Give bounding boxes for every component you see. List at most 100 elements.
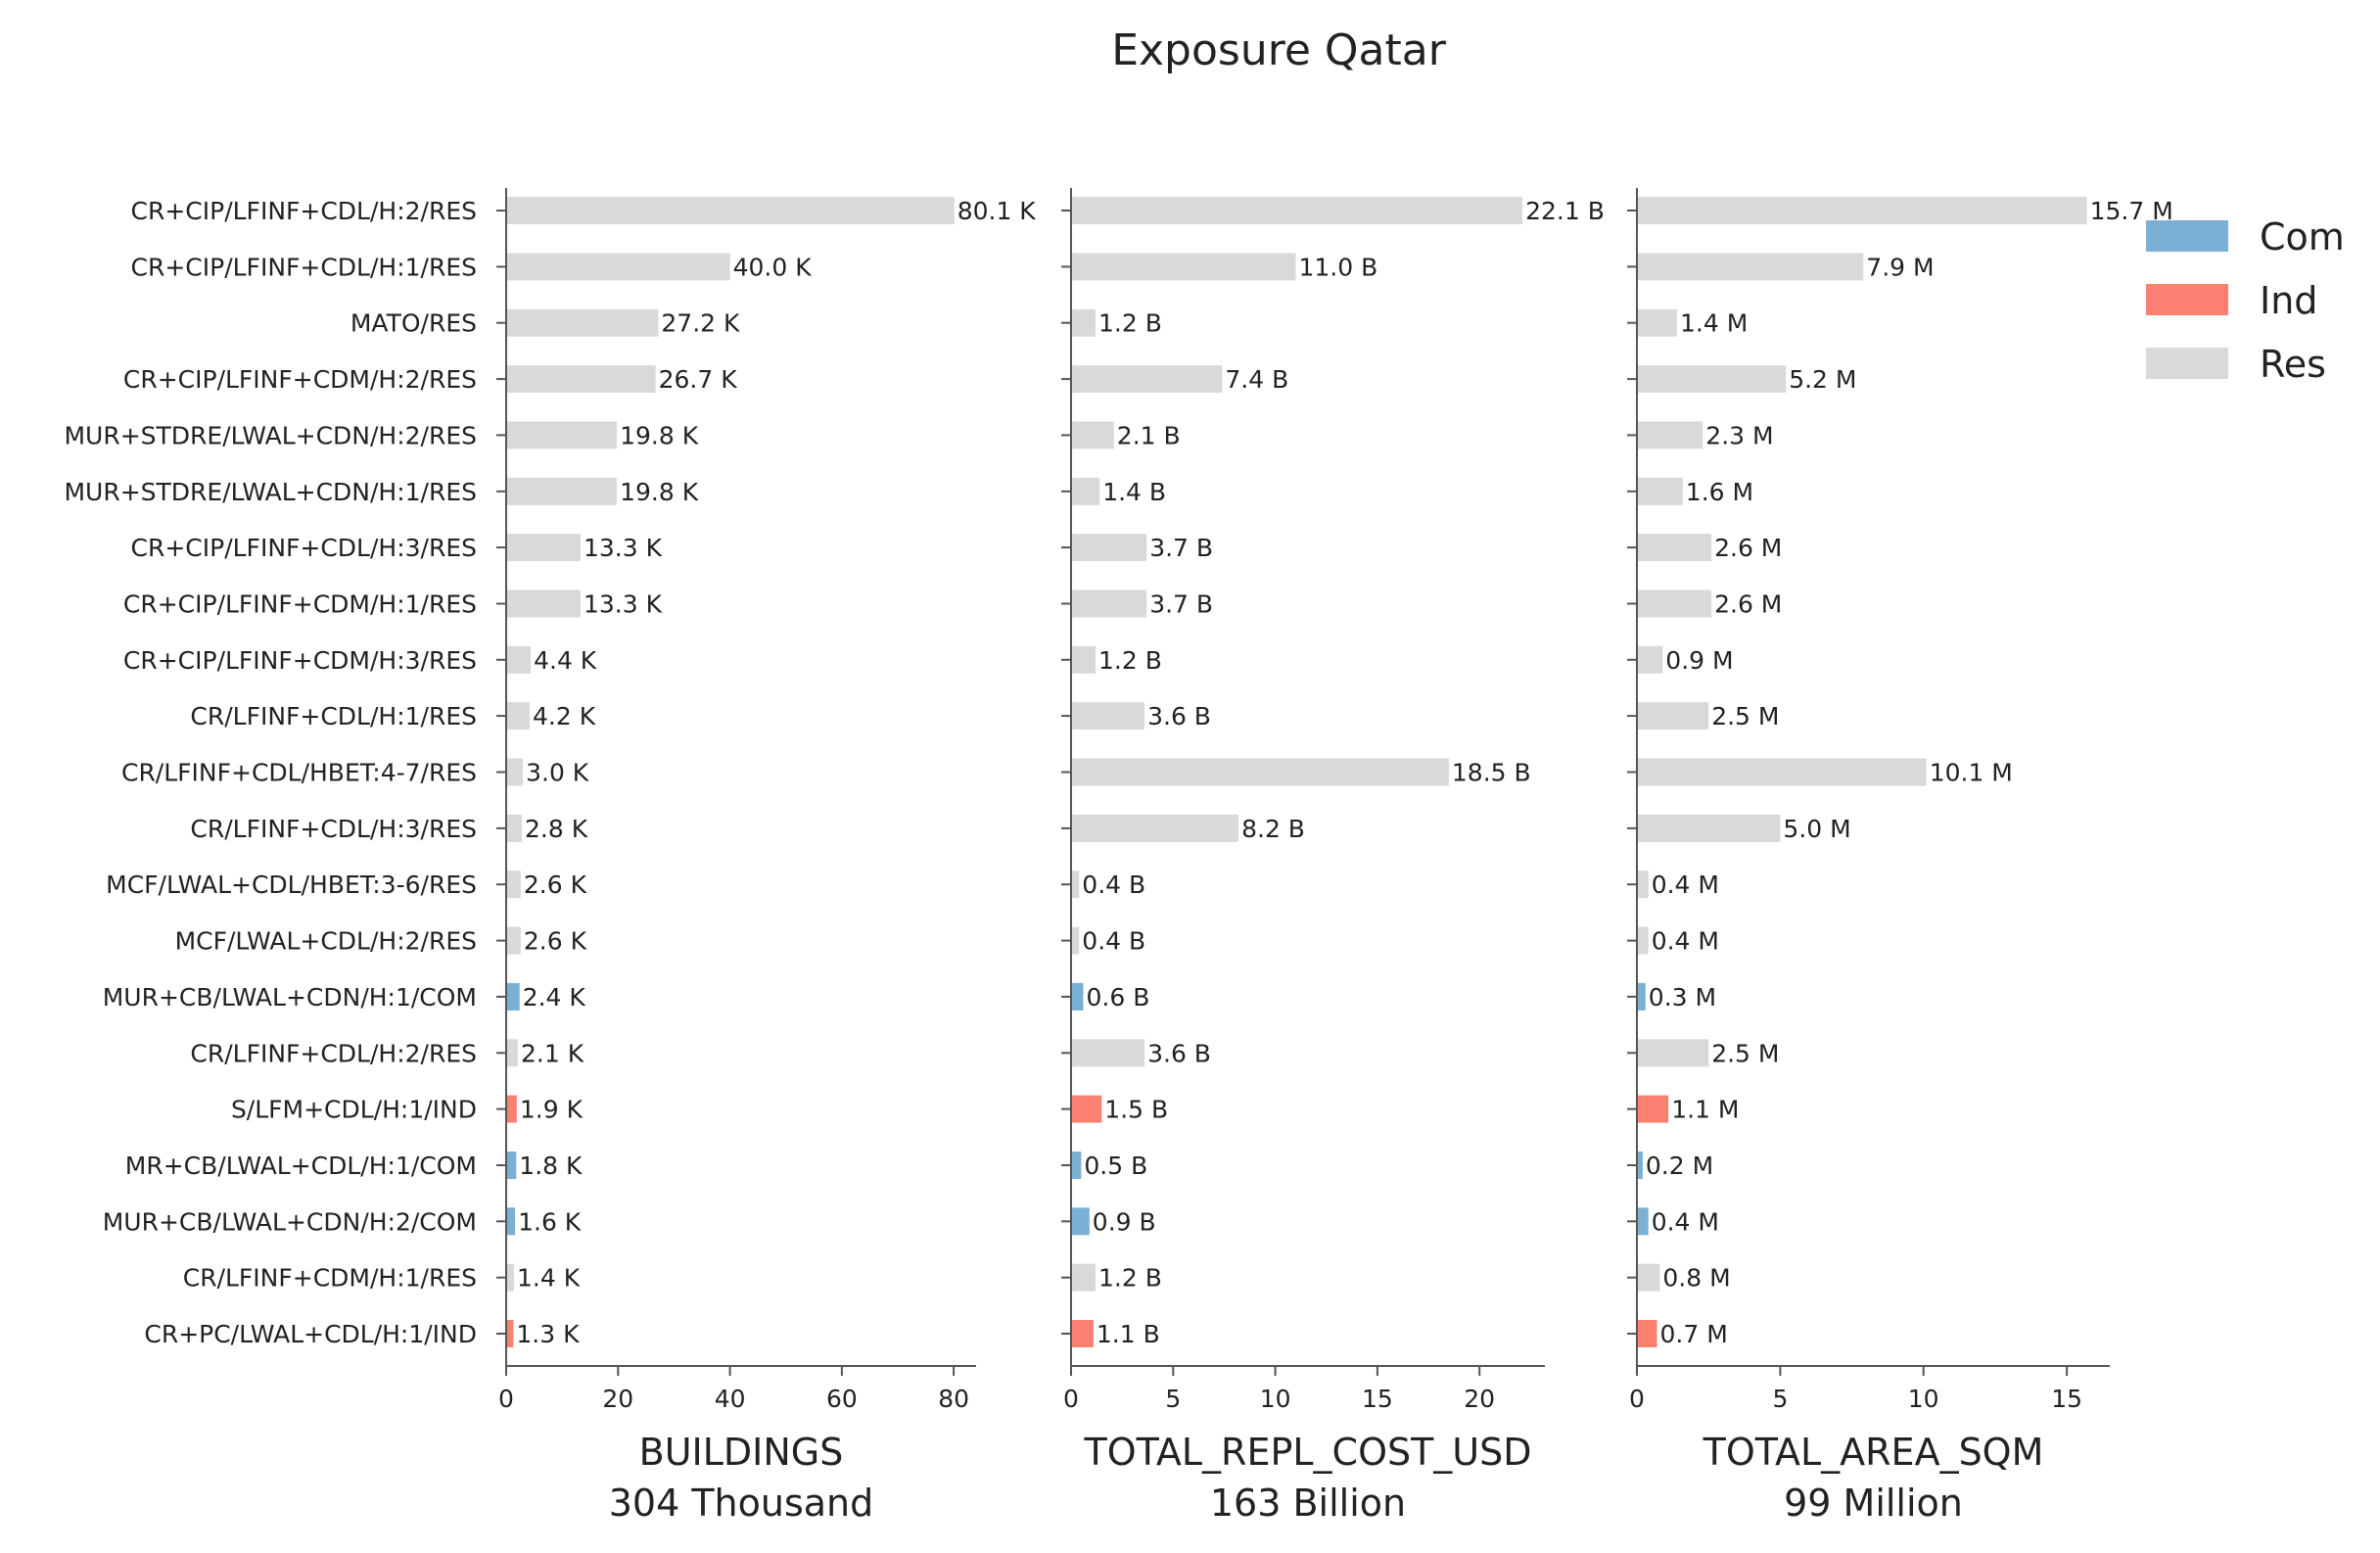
bar-2-10 [1071, 702, 1145, 730]
bar-1-17 [506, 1095, 517, 1123]
x-tick-label: 5 [1165, 1385, 1181, 1413]
data-label: 18.5 B [1452, 759, 1531, 787]
bar-3-12 [1637, 814, 1781, 842]
data-label: 0.6 B [1087, 983, 1150, 1012]
x-tick-label: 5 [1772, 1385, 1788, 1413]
data-label: 4.4 K [534, 646, 597, 675]
category-label: MUR+CB/LWAL+CDN/H:1/COM [103, 983, 477, 1012]
data-label: 0.9 M [1665, 646, 1733, 675]
data-label: 1.1 B [1097, 1320, 1160, 1348]
data-label: 10.1 M [1930, 759, 2013, 787]
bar-3-13 [1637, 871, 1649, 899]
data-label: 2.8 K [525, 815, 588, 843]
data-label: 1.3 K [516, 1320, 580, 1348]
bar-3-8 [1637, 589, 1712, 618]
category-label: MCF/LWAL+CDL/HBET:3-6/RES [106, 871, 477, 899]
data-label: 11.0 B [1299, 253, 1378, 281]
data-label: 19.8 K [620, 478, 699, 506]
x-tick-label: 40 [715, 1385, 746, 1413]
data-label: 1.9 K [520, 1096, 583, 1124]
bar-2-4 [1071, 365, 1223, 394]
bar-2-15 [1071, 982, 1084, 1011]
bar-2-11 [1071, 758, 1449, 786]
bar-1-4 [506, 365, 656, 394]
category-label: MR+CB/LWAL+CDL/H:1/COM [125, 1152, 477, 1180]
chart-title: Exposure Qatar [1111, 25, 1446, 75]
category-label: CR+PC/LWAL+CDL/H:1/IND [144, 1320, 477, 1348]
category-label: CR+CIP/LFINF+CDL/H:3/RES [131, 534, 477, 562]
bar-1-1 [506, 197, 955, 224]
legend-swatch-ind [2146, 284, 2228, 315]
x-axis-title: BUILDINGS [639, 1431, 844, 1474]
bar-2-12 [1071, 814, 1239, 842]
category-label: MUR+CB/LWAL+CDN/H:2/COM [103, 1207, 477, 1236]
bar-1-12 [506, 814, 522, 842]
data-label: 22.1 B [1525, 197, 1605, 225]
data-label: 2.1 K [521, 1039, 584, 1067]
data-label: 1.6 K [518, 1207, 582, 1236]
x-tick-label: 0 [1629, 1385, 1645, 1413]
category-label: CR+CIP/LFINF+CDL/H:2/RES [131, 197, 477, 225]
data-label: 3.7 B [1149, 590, 1213, 619]
bar-3-14 [1637, 926, 1649, 955]
bar-3-10 [1637, 702, 1709, 730]
bar-2-16 [1071, 1039, 1145, 1067]
data-label: 2.3 M [1705, 421, 1773, 449]
bar-3-1 [1637, 197, 2087, 224]
legend: Com Ind Res [2146, 215, 2345, 386]
data-label: 0.3 M [1649, 983, 1716, 1012]
bar-2-19 [1071, 1207, 1090, 1236]
bar-1-8 [506, 589, 581, 618]
category-label: CR+CIP/LFINF+CDM/H:1/RES [123, 590, 477, 619]
bar-1-9 [506, 645, 532, 674]
data-label: 0.4 B [1082, 871, 1145, 899]
bar-2-6 [1071, 477, 1100, 505]
data-label: 1.4 M [1680, 309, 1748, 338]
category-label: S/LFM+CDL/H:1/IND [231, 1096, 477, 1124]
bar-3-16 [1637, 1039, 1709, 1067]
bar-3-17 [1637, 1095, 1669, 1123]
data-label: 40.0 K [733, 253, 813, 281]
x-tick-label: 15 [2051, 1385, 2082, 1413]
data-label: 2.1 B [1117, 421, 1181, 449]
category-label: CR/LFINF+CDL/H:2/RES [190, 1039, 477, 1067]
bar-3-3 [1637, 308, 1677, 337]
data-label: 7.9 M [1866, 253, 1934, 281]
data-label: 5.2 M [1789, 365, 1856, 394]
x-axis-title: TOTAL_AREA_SQM [1703, 1431, 2044, 1474]
bar-3-5 [1637, 421, 1703, 449]
bar-3-18 [1637, 1152, 1643, 1179]
data-label: 13.3 K [583, 534, 663, 562]
bar-2-13 [1071, 871, 1080, 899]
bar-1-14 [506, 926, 521, 955]
data-label: 26.7 K [659, 365, 738, 394]
bar-1-15 [506, 982, 520, 1011]
data-label: 0.7 M [1660, 1320, 1728, 1348]
data-label: 0.5 B [1084, 1152, 1147, 1180]
data-label: 0.4 B [1082, 927, 1145, 956]
data-label: 7.4 B [1225, 365, 1288, 394]
x-axis-subtitle: 99 Million [1784, 1482, 1963, 1525]
data-label: 3.6 B [1147, 702, 1211, 730]
category-label: CR+CIP/LFINF+CDM/H:2/RES [123, 365, 477, 394]
category-label: CR/LFINF+CDL/H:3/RES [190, 815, 477, 843]
bar-3-2 [1637, 253, 1864, 281]
legend-label-ind: Ind [2260, 279, 2317, 322]
data-label: 0.9 B [1093, 1207, 1156, 1236]
data-label: 80.1 K [957, 197, 1037, 225]
category-label: CR+CIP/LFINF+CDM/H:3/RES [123, 646, 477, 675]
bar-1-11 [506, 758, 524, 786]
bar-3-7 [1637, 534, 1712, 562]
bar-2-7 [1071, 534, 1147, 562]
category-label: CR/LFINF+CDL/H:1/RES [190, 702, 477, 730]
data-label: 4.2 K [533, 702, 596, 730]
legend-swatch-res [2146, 348, 2228, 379]
data-label: 1.2 B [1098, 646, 1162, 675]
bar-2-20 [1071, 1263, 1096, 1292]
bar-3-19 [1637, 1207, 1649, 1236]
x-axis-title: TOTAL_REPL_COST_USD [1083, 1431, 1531, 1474]
data-label: 2.6 K [524, 871, 587, 899]
data-label: 0.4 M [1652, 927, 1719, 956]
data-label: 1.4 K [517, 1264, 581, 1293]
data-label: 1.4 B [1102, 478, 1166, 506]
